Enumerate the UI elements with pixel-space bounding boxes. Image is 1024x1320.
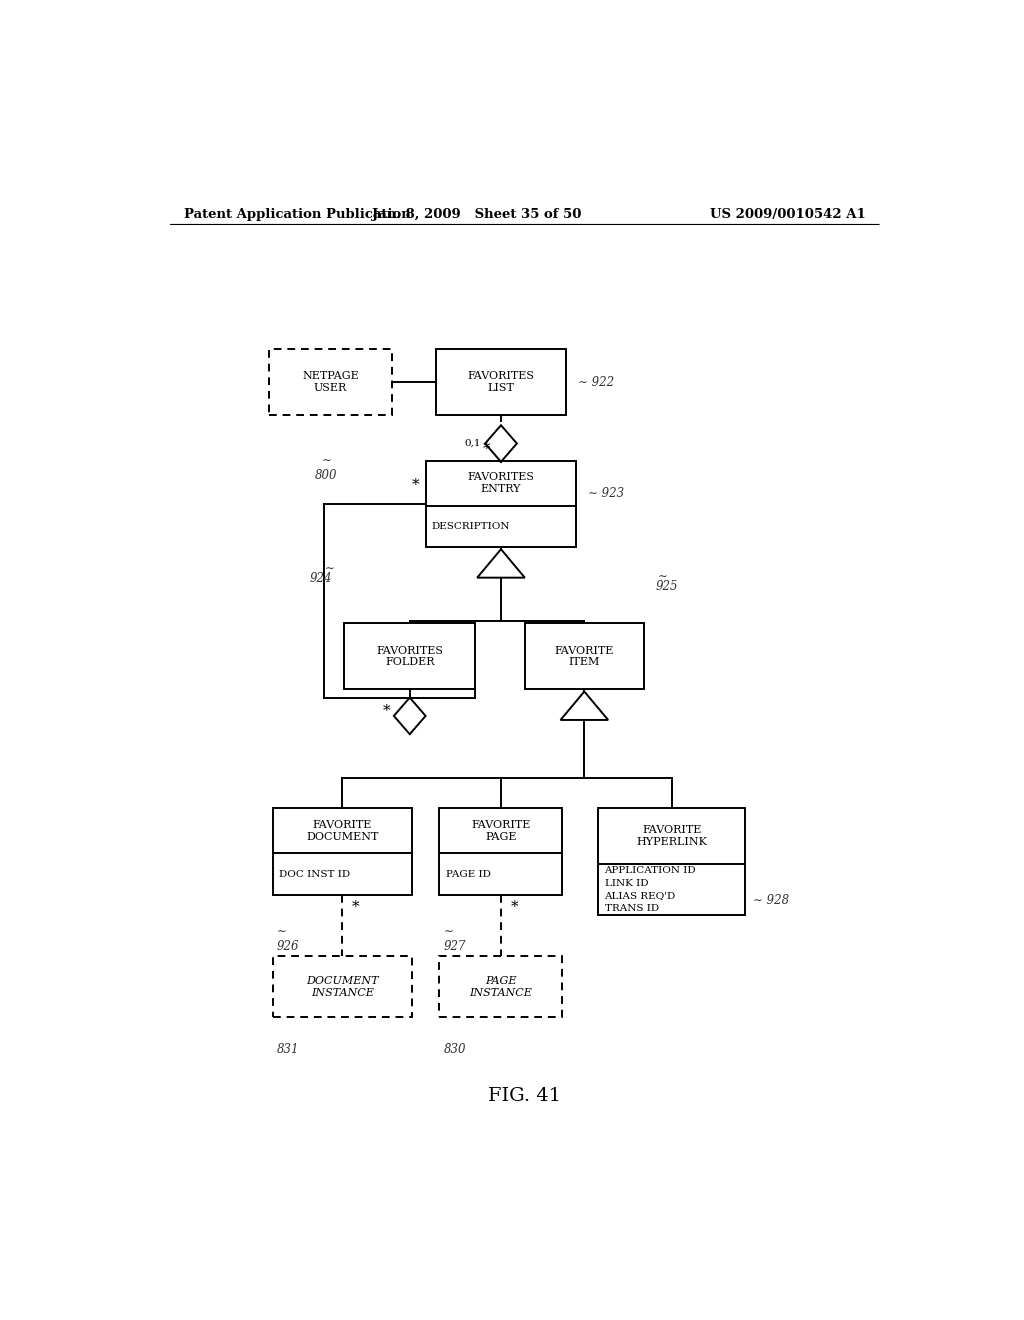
Text: TRANS ID: TRANS ID bbox=[604, 904, 658, 913]
Bar bbox=[272, 956, 412, 1018]
Text: LINK ID: LINK ID bbox=[604, 879, 648, 887]
Text: 831: 831 bbox=[276, 1043, 299, 1056]
Text: NETPAGE
USER: NETPAGE USER bbox=[302, 371, 358, 393]
Text: DOC INST ID: DOC INST ID bbox=[280, 870, 350, 879]
Text: APPLICATION ID: APPLICATION ID bbox=[604, 866, 696, 875]
Text: FIG. 41: FIG. 41 bbox=[488, 1086, 561, 1105]
Text: DESCRIPTION: DESCRIPTION bbox=[432, 521, 510, 531]
Polygon shape bbox=[477, 549, 524, 578]
Text: 0,1: 0,1 bbox=[465, 440, 481, 447]
Text: DOCUMENT
INSTANCE: DOCUMENT INSTANCE bbox=[306, 975, 379, 998]
Text: FAVORITE
HYPERLINK: FAVORITE HYPERLINK bbox=[636, 825, 708, 847]
Bar bbox=[435, 348, 566, 414]
Text: PAGE
INSTANCE: PAGE INSTANCE bbox=[470, 975, 532, 998]
Bar bbox=[439, 956, 562, 1018]
Text: ∼ 922: ∼ 922 bbox=[579, 375, 614, 388]
Text: US 2009/0010542 A1: US 2009/0010542 A1 bbox=[711, 207, 866, 220]
Bar bbox=[426, 461, 577, 548]
Text: ∼ 928: ∼ 928 bbox=[753, 894, 790, 907]
Text: FAVORITE
ITEM: FAVORITE ITEM bbox=[555, 645, 614, 667]
Bar bbox=[269, 348, 392, 414]
Bar bbox=[344, 623, 475, 689]
Text: *: * bbox=[382, 704, 390, 718]
Text: ∼
926: ∼ 926 bbox=[276, 925, 299, 953]
Bar bbox=[272, 808, 412, 895]
Text: ∼: ∼ bbox=[325, 561, 335, 574]
Text: ∼
800: ∼ 800 bbox=[315, 454, 338, 482]
Text: FAVORITE
PAGE: FAVORITE PAGE bbox=[471, 820, 530, 842]
Text: Jan. 8, 2009   Sheet 35 of 50: Jan. 8, 2009 Sheet 35 of 50 bbox=[373, 207, 582, 220]
Text: *: * bbox=[511, 900, 518, 913]
Bar bbox=[598, 808, 745, 915]
Text: *: * bbox=[412, 478, 419, 492]
Text: ∼
927: ∼ 927 bbox=[443, 925, 466, 953]
Bar bbox=[439, 808, 562, 895]
Text: 925: 925 bbox=[655, 579, 678, 593]
Text: PAGE ID: PAGE ID bbox=[445, 870, 490, 879]
Text: FAVORITES
LIST: FAVORITES LIST bbox=[468, 371, 535, 393]
Polygon shape bbox=[560, 692, 608, 719]
Text: Patent Application Publication: Patent Application Publication bbox=[183, 207, 411, 220]
Text: ∼: ∼ bbox=[658, 570, 668, 582]
Bar bbox=[524, 623, 644, 689]
Text: FAVORITES
ENTRY: FAVORITES ENTRY bbox=[468, 473, 535, 494]
Polygon shape bbox=[485, 425, 517, 462]
Text: *: * bbox=[482, 442, 489, 455]
Text: 830: 830 bbox=[443, 1043, 466, 1056]
Text: *: * bbox=[352, 900, 359, 913]
Text: 924: 924 bbox=[310, 572, 333, 585]
Text: FAVORITE
DOCUMENT: FAVORITE DOCUMENT bbox=[306, 820, 379, 842]
Text: ∼ 923: ∼ 923 bbox=[588, 487, 625, 500]
Polygon shape bbox=[394, 697, 426, 734]
Text: ALIAS REQ'D: ALIAS REQ'D bbox=[604, 891, 676, 900]
Text: FAVORITES
FOLDER: FAVORITES FOLDER bbox=[376, 645, 443, 667]
